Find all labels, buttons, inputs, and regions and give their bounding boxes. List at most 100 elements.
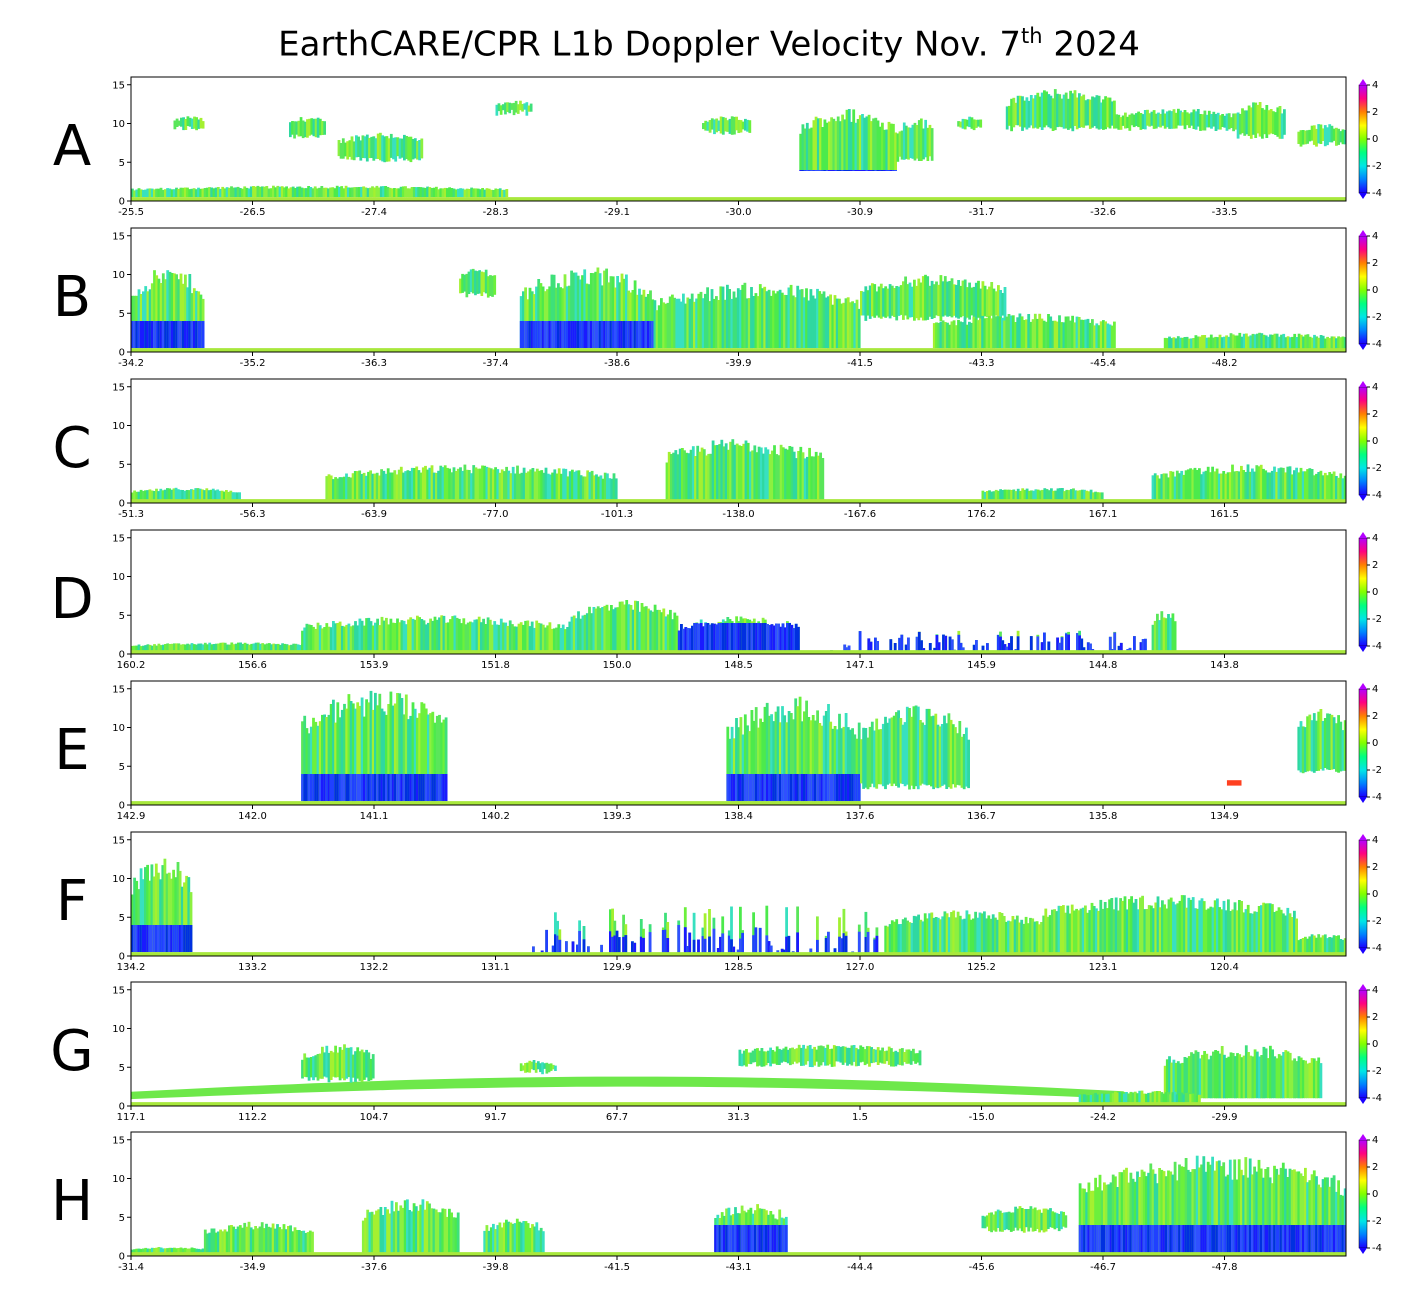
radar-column [1293, 1058, 1296, 1099]
radar-column [905, 125, 908, 159]
radar-column [238, 1225, 242, 1254]
radar-column [176, 489, 180, 501]
downdraft-column [356, 774, 360, 802]
radar-column [1025, 488, 1029, 501]
radar-column [473, 619, 477, 652]
radar-column [825, 122, 829, 170]
radar-column [1151, 1169, 1155, 1254]
radar-column [901, 724, 905, 784]
radar-column [408, 188, 412, 198]
downdraft-column [565, 321, 569, 349]
radar-column [977, 119, 980, 127]
downdraft-column [736, 1225, 740, 1254]
radar-column [877, 729, 881, 785]
radar-column [142, 291, 145, 349]
downdraft-column [704, 623, 708, 652]
radar-column [932, 917, 936, 954]
x-tick-label: 135.8 [1089, 811, 1118, 822]
radar-column [551, 472, 554, 501]
downdraft-column [526, 321, 530, 349]
radar-column [776, 291, 780, 349]
radar-column [855, 299, 859, 349]
x-tick-label: 129.9 [603, 962, 632, 973]
radar-column [1315, 1060, 1318, 1099]
y-tick-label: 15 [112, 382, 125, 393]
downdraft-column [159, 321, 163, 349]
colorbar-tick-label: -4 [1372, 339, 1382, 350]
radar-column [1231, 1053, 1235, 1099]
radar-column [170, 189, 174, 198]
title-year: 2024 [1042, 24, 1140, 65]
radar-column [425, 1201, 429, 1254]
downdraft-column [1240, 1225, 1243, 1254]
radar-column [454, 471, 458, 501]
radar-column [485, 466, 489, 501]
downdraft-column [633, 321, 637, 349]
radar-column [527, 105, 531, 112]
radar-column [318, 625, 322, 652]
cloud-region [1042, 895, 1298, 954]
radar-column [850, 121, 853, 170]
radar-column [1275, 1168, 1279, 1254]
radar-column [603, 605, 607, 652]
radar-column [501, 189, 504, 198]
downdraft-column [1065, 633, 1068, 652]
radar-column [852, 1045, 856, 1062]
radar-column [605, 268, 608, 349]
radar-column [923, 913, 927, 954]
radar-column [813, 298, 817, 349]
downdraft-column [1204, 1225, 1208, 1254]
radar-column [1055, 911, 1059, 954]
downdraft-column [558, 939, 562, 954]
radar-column [1083, 489, 1086, 501]
colorbar [1358, 1139, 1368, 1249]
colorbar-tick-label: -4 [1372, 1093, 1382, 1104]
radar-column [664, 616, 668, 652]
radar-column [842, 726, 846, 802]
radar-column [1310, 934, 1314, 954]
radar-column [1201, 1054, 1204, 1099]
radar-column [332, 479, 335, 501]
radar-column [557, 283, 560, 349]
downdraft-column [876, 641, 879, 652]
radar-column [930, 128, 934, 161]
radar-column [966, 287, 969, 318]
downdraft-column [1136, 1225, 1139, 1254]
radar-column [994, 917, 997, 954]
radar-column [270, 644, 273, 652]
radar-column [1244, 472, 1248, 501]
radar-column [684, 303, 687, 349]
radar-column [489, 1227, 493, 1254]
cloud-region [325, 464, 618, 501]
radar-column [486, 617, 490, 652]
radar-column [1156, 896, 1160, 954]
radar-column [789, 713, 793, 802]
radar-column [1103, 902, 1107, 954]
radar-column [150, 1247, 154, 1254]
radar-column [894, 132, 897, 170]
radar-column [581, 615, 585, 652]
radar-column [992, 491, 996, 501]
radar-column [1099, 899, 1103, 954]
radar-column [763, 286, 767, 349]
radar-column [681, 448, 684, 501]
radar-column [1073, 910, 1076, 954]
radar-column [1248, 471, 1252, 501]
radar-column [1022, 320, 1026, 349]
radar-column [482, 272, 486, 293]
radar-column [276, 643, 280, 652]
downdraft-column [820, 774, 824, 802]
radar-column [756, 296, 760, 349]
x-tick-label: -28.3 [483, 207, 509, 218]
radar-column [173, 643, 176, 652]
radar-column [749, 1052, 753, 1065]
radar-column [1046, 1209, 1050, 1229]
radar-column [1326, 475, 1329, 501]
radar-column [606, 473, 609, 501]
radar-column [1109, 1093, 1113, 1104]
radar-column [963, 279, 967, 319]
radar-column [1209, 334, 1213, 350]
downdraft-column [1195, 1225, 1199, 1254]
radar-column [332, 621, 335, 652]
radar-column [829, 721, 833, 802]
